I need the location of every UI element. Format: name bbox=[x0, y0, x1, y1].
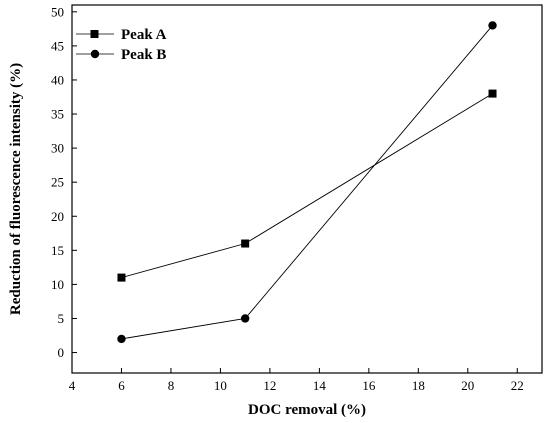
x-tick-label: 6 bbox=[118, 378, 125, 393]
legend: Peak A Peak B bbox=[76, 27, 167, 63]
x-axis-ticks: 4 6 8 10 12 14 16 18 20 22 bbox=[69, 368, 524, 393]
series-line-peak-a bbox=[121, 93, 493, 279]
legend-marker-peak-a bbox=[90, 30, 99, 38]
y-tick-label: 15 bbox=[51, 243, 64, 258]
y-tick-label: 25 bbox=[51, 175, 64, 190]
legend-marker-peak-b bbox=[90, 49, 100, 59]
plot-frame bbox=[71, 4, 543, 374]
y-tick-label: 50 bbox=[51, 4, 64, 19]
x-tick-label: 18 bbox=[412, 378, 425, 393]
data-point-peak-a bbox=[117, 273, 126, 282]
x-tick-label: 22 bbox=[511, 378, 524, 393]
y-tick-label: 5 bbox=[58, 311, 65, 326]
y-tick-label: 20 bbox=[51, 209, 64, 224]
data-point-peak-b bbox=[117, 334, 126, 344]
data-point-peak-b bbox=[488, 21, 497, 30]
y-tick-label: 45 bbox=[51, 38, 64, 53]
x-tick-label: 14 bbox=[313, 378, 327, 393]
y-tick-label: 30 bbox=[51, 141, 64, 156]
y-axis-title: Reduction of fluorescence intensity (%) bbox=[8, 63, 24, 315]
y-tick-label: 0 bbox=[58, 345, 65, 360]
legend-label-peak-b: Peak B bbox=[121, 47, 166, 63]
x-tick-label: 12 bbox=[263, 378, 276, 393]
y-tick-label: 10 bbox=[51, 277, 64, 292]
x-tick-label: 20 bbox=[461, 378, 474, 393]
x-tick-label: 16 bbox=[362, 378, 376, 393]
y-tick-label: 35 bbox=[51, 107, 64, 122]
x-axis-title: DOC removal (%) bbox=[248, 402, 366, 418]
data-point-peak-b bbox=[240, 314, 250, 323]
data-point-peak-a bbox=[488, 89, 497, 98]
data-point-peak-a bbox=[241, 239, 250, 248]
y-axis-ticks: 0 5 10 15 20 25 30 35 40 45 50 bbox=[51, 4, 77, 360]
x-tick-label: 8 bbox=[168, 378, 175, 393]
series-layer bbox=[117, 21, 497, 344]
series-line-peak-b bbox=[121, 25, 493, 340]
x-tick-label: 10 bbox=[214, 378, 227, 393]
legend-label-peak-a: Peak A bbox=[121, 27, 167, 43]
x-tick-label: 4 bbox=[69, 378, 76, 393]
y-tick-label: 40 bbox=[51, 72, 64, 87]
